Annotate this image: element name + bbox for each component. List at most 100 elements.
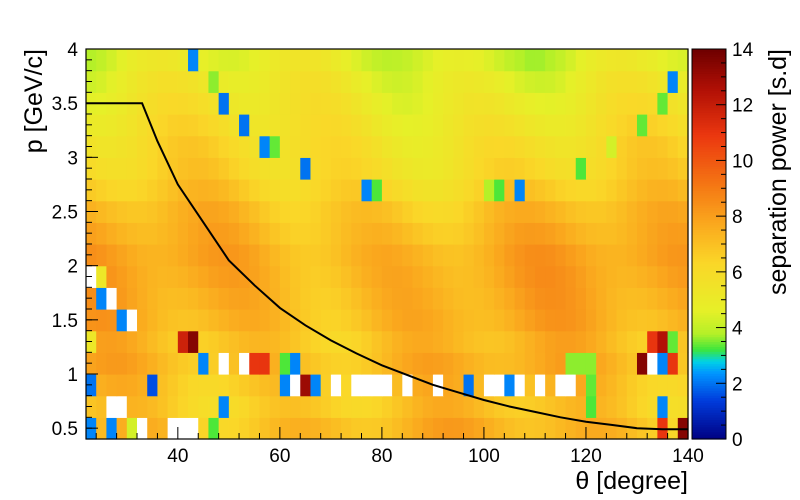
heatmap-cell [218, 70, 230, 93]
heatmap-cell [198, 330, 210, 353]
colorbar-segment [692, 217, 726, 221]
heatmap-cell [116, 179, 128, 202]
heatmap-cell [422, 179, 434, 202]
y-axis-ticks: 0.5 1 1.5 2 2.5 3 3.5 4 [52, 40, 98, 440]
heatmap-cell [504, 135, 516, 158]
heatmap-cell [116, 330, 128, 353]
heatmap-cell [524, 157, 536, 180]
colorbar-segment [692, 102, 726, 106]
heatmap-cell [228, 287, 240, 310]
heatmap-cell [300, 114, 312, 137]
heatmap-cell [137, 417, 148, 440]
heatmap-cell [269, 374, 281, 397]
heatmap-cell [341, 200, 352, 223]
heatmap-cell [483, 330, 495, 353]
heatmap-cell [534, 417, 546, 440]
heatmap-cell [341, 222, 352, 245]
heatmap-cell [126, 222, 138, 245]
colorbar-segment [692, 395, 726, 399]
heatmap-cell [565, 287, 577, 310]
heatmap-cell [402, 374, 414, 397]
heatmap-cell [320, 395, 332, 418]
heatmap-cell [494, 179, 505, 202]
heatmap-cell [524, 330, 536, 353]
heatmap-cell [443, 222, 454, 245]
heatmap-cell [147, 287, 159, 310]
heatmap-cell [218, 114, 230, 137]
colorbar-segment [692, 322, 726, 326]
heatmap-cell [300, 135, 312, 158]
heatmap-cell [473, 70, 485, 93]
heatmap-cell [657, 92, 669, 115]
heatmap-cell [300, 309, 312, 332]
heatmap-cell [657, 330, 669, 353]
heatmap-cell [300, 244, 312, 267]
heatmap-cell [392, 200, 403, 223]
heatmap-cell [453, 135, 465, 158]
heatmap-cell [361, 287, 373, 310]
heatmap-cell [96, 374, 107, 397]
colorbar-segment [692, 361, 726, 365]
heatmap-cell [453, 92, 465, 115]
heatmap-cell [259, 287, 271, 310]
heatmap-cell [228, 200, 240, 223]
heatmap-cell [381, 309, 393, 332]
heatmap-cell [677, 70, 689, 93]
colorbar-segment [692, 317, 726, 321]
heatmap-cell [575, 200, 587, 223]
heatmap-cell [565, 352, 577, 375]
heatmap-cell [116, 287, 128, 310]
heatmap-cell [585, 70, 597, 93]
heatmap-cell [555, 417, 567, 440]
heatmap-cell [504, 49, 516, 72]
heatmap-cell [310, 49, 322, 72]
colorbar-segment [692, 63, 726, 67]
heatmap-cell [402, 92, 414, 115]
heatmap-cell [116, 352, 128, 375]
colorbar-segment [692, 141, 726, 145]
colorbar-segment [692, 314, 726, 318]
heatmap-cell [157, 157, 169, 180]
heatmap-cell [534, 157, 546, 180]
heatmap-cell [106, 395, 118, 418]
heatmap-cell [494, 374, 505, 397]
heatmap-cell [453, 287, 465, 310]
heatmap-cell [392, 374, 403, 397]
colorbar-segment [692, 139, 726, 143]
heatmap-cell [208, 352, 220, 375]
heatmap-cell [279, 265, 291, 288]
heatmap-cell [137, 287, 148, 310]
heatmap-cell [371, 309, 383, 332]
heatmap-cell [116, 265, 128, 288]
heatmap-cell [545, 244, 556, 267]
heatmap-cell [616, 265, 628, 288]
colorbar-segment [692, 309, 726, 313]
heatmap-cell [636, 200, 648, 223]
colorbar-segment [692, 251, 726, 255]
heatmap-cell [167, 330, 179, 353]
heatmap-cell [585, 157, 597, 180]
heatmap-cell [504, 374, 516, 397]
heatmap-cell [371, 179, 383, 202]
heatmap-cell [96, 352, 107, 375]
heatmap-cell [96, 179, 107, 202]
heatmap-cell [239, 92, 250, 115]
colorbar-segment [692, 248, 726, 252]
colorbar-segment [692, 224, 726, 228]
heatmap-cell [392, 70, 403, 93]
heatmap-cell [443, 200, 454, 223]
colorbar-segment [692, 88, 726, 92]
heatmap-cell [279, 200, 291, 223]
heatmap-cell [137, 309, 148, 332]
heatmap-cell [585, 287, 597, 310]
heatmap-cell [341, 287, 352, 310]
heatmap-cell [228, 135, 240, 158]
heatmap-cell [524, 309, 536, 332]
heatmap-cell [453, 417, 465, 440]
heatmap-cell [310, 287, 322, 310]
heatmap-cell [198, 417, 210, 440]
heatmap-cell [381, 49, 393, 72]
heatmap-cell [198, 135, 210, 158]
heatmap-cell [616, 330, 628, 353]
heatmap-cell [351, 287, 363, 310]
